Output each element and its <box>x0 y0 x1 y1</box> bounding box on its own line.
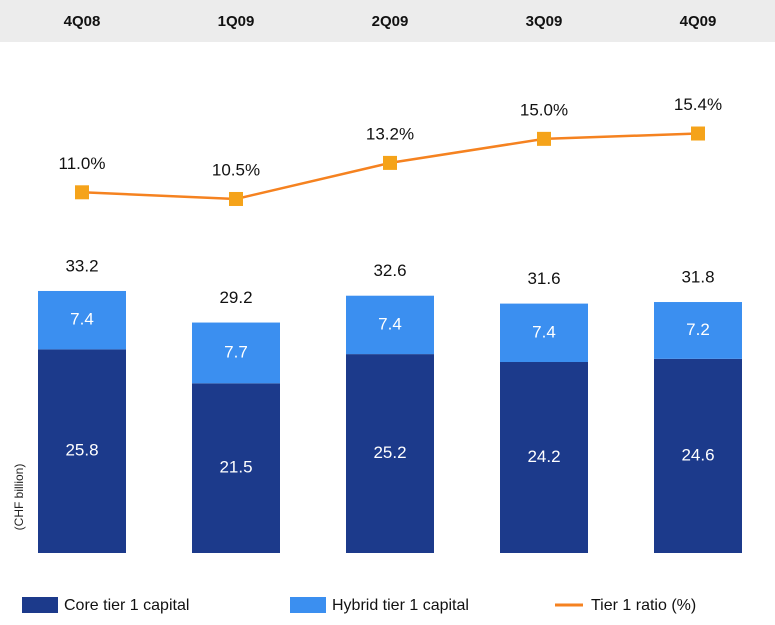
total-label: 33.2 <box>65 256 98 275</box>
ratio-label: 13.2% <box>366 124 414 143</box>
bar-value-label: 7.4 <box>378 314 402 333</box>
bar-segment <box>38 290 126 350</box>
bar-segment <box>500 362 588 553</box>
legend-swatch <box>290 597 326 613</box>
y-axis-label: (CHF billion) <box>12 464 26 531</box>
ratio-label: 15.0% <box>520 100 568 119</box>
legend-swatch <box>22 597 58 613</box>
ratio-label: 10.5% <box>212 160 260 179</box>
ratio-label: 15.4% <box>674 95 722 114</box>
ratio-label: 11.0% <box>59 154 106 173</box>
legend-label: Core tier 1 capital <box>64 597 189 614</box>
x-tick-label: 2Q09 <box>372 13 409 30</box>
total-label: 31.6 <box>527 269 560 288</box>
x-tick-label: 4Q09 <box>680 13 717 30</box>
x-tick-label: 1Q09 <box>218 13 255 30</box>
ratio-marker <box>691 126 705 141</box>
bar-value-label: 7.4 <box>70 310 94 329</box>
ratio-marker <box>383 155 397 170</box>
header-band <box>0 0 775 42</box>
ratio-marker <box>229 191 243 206</box>
bar-value-label: 21.5 <box>219 458 252 477</box>
bar-value-label: 7.7 <box>224 342 248 361</box>
bar-segment <box>192 383 280 553</box>
bar-value-label: 7.2 <box>686 320 710 339</box>
total-label: 32.6 <box>373 261 406 280</box>
x-tick-label: 3Q09 <box>526 13 563 30</box>
ratio-marker <box>75 185 89 200</box>
ratio-marker <box>537 131 551 146</box>
bar-segment <box>192 322 280 384</box>
legend-label: Tier 1 ratio (%) <box>591 597 696 614</box>
total-label: 31.8 <box>681 268 714 287</box>
bar-value-label: 25.8 <box>65 441 98 460</box>
bar-segment <box>346 295 434 355</box>
bar-value-label: 25.2 <box>373 443 406 462</box>
total-label: 29.2 <box>219 288 252 307</box>
bar-segment <box>500 303 588 363</box>
x-tick-label: 4Q08 <box>64 13 101 30</box>
bar-segment <box>38 349 126 553</box>
bar-segment <box>346 354 434 553</box>
bar-value-label: 7.4 <box>532 322 556 341</box>
bar-value-label: 24.6 <box>681 445 714 464</box>
bar-segment <box>654 358 742 553</box>
legend-label: Hybrid tier 1 capital <box>332 597 469 614</box>
bar-segment <box>654 302 742 359</box>
bar-value-label: 24.2 <box>527 447 560 466</box>
